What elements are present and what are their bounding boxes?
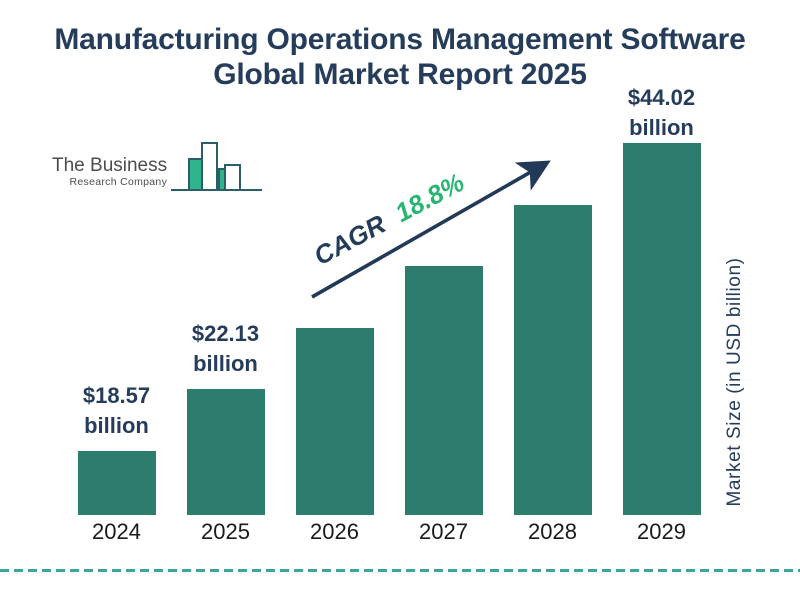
bar-2028	[513, 204, 592, 515]
x-tick-2027: 2027	[419, 519, 468, 544]
bar-2027	[404, 266, 483, 515]
bar-2025	[186, 389, 265, 515]
value-label-2029: $44.02 billion	[601, 83, 723, 143]
x-tick-2026: 2026	[310, 519, 359, 544]
growth-arrow-icon	[311, 160, 551, 299]
x-tick-2029: 2029	[637, 519, 686, 544]
value-label-2025: $22.13 billion	[165, 319, 287, 379]
value-label-2024: $18.57 billion	[56, 381, 178, 441]
value-amount: $44.02	[627, 85, 696, 110]
value-unit: billion	[193, 351, 258, 377]
bar-2029	[622, 143, 701, 515]
value-unit: billion	[84, 413, 149, 438]
page-title-line1: Manufacturing Operations Management Soft…	[54, 23, 746, 56]
x-tick-2028: 2028	[528, 519, 577, 544]
y-axis-label: Market Size (in USD billion)	[724, 257, 745, 507]
x-tick-2024: 2024	[92, 519, 141, 544]
bar-2026	[295, 327, 374, 515]
x-tick-2025: 2025	[201, 519, 250, 544]
page-title: Manufacturing Operations Management Soft…	[0, 22, 800, 92]
page-title-line2: Global Market Report 2025	[213, 58, 587, 91]
bottom-dashed-divider	[0, 569, 800, 572]
bar-2024	[77, 451, 156, 515]
logo: The Business Research Company	[52, 138, 265, 194]
value-amount: $22.13	[191, 321, 260, 347]
value-amount: $18.57	[82, 383, 151, 408]
logo-company-name: The Business	[52, 155, 168, 176]
logo-text: The Business Research Company	[52, 156, 167, 194]
bar-chart-logo-icon	[171, 142, 263, 191]
value-unit: billion	[629, 115, 694, 140]
logo-company-subname: Research Company	[69, 176, 168, 188]
